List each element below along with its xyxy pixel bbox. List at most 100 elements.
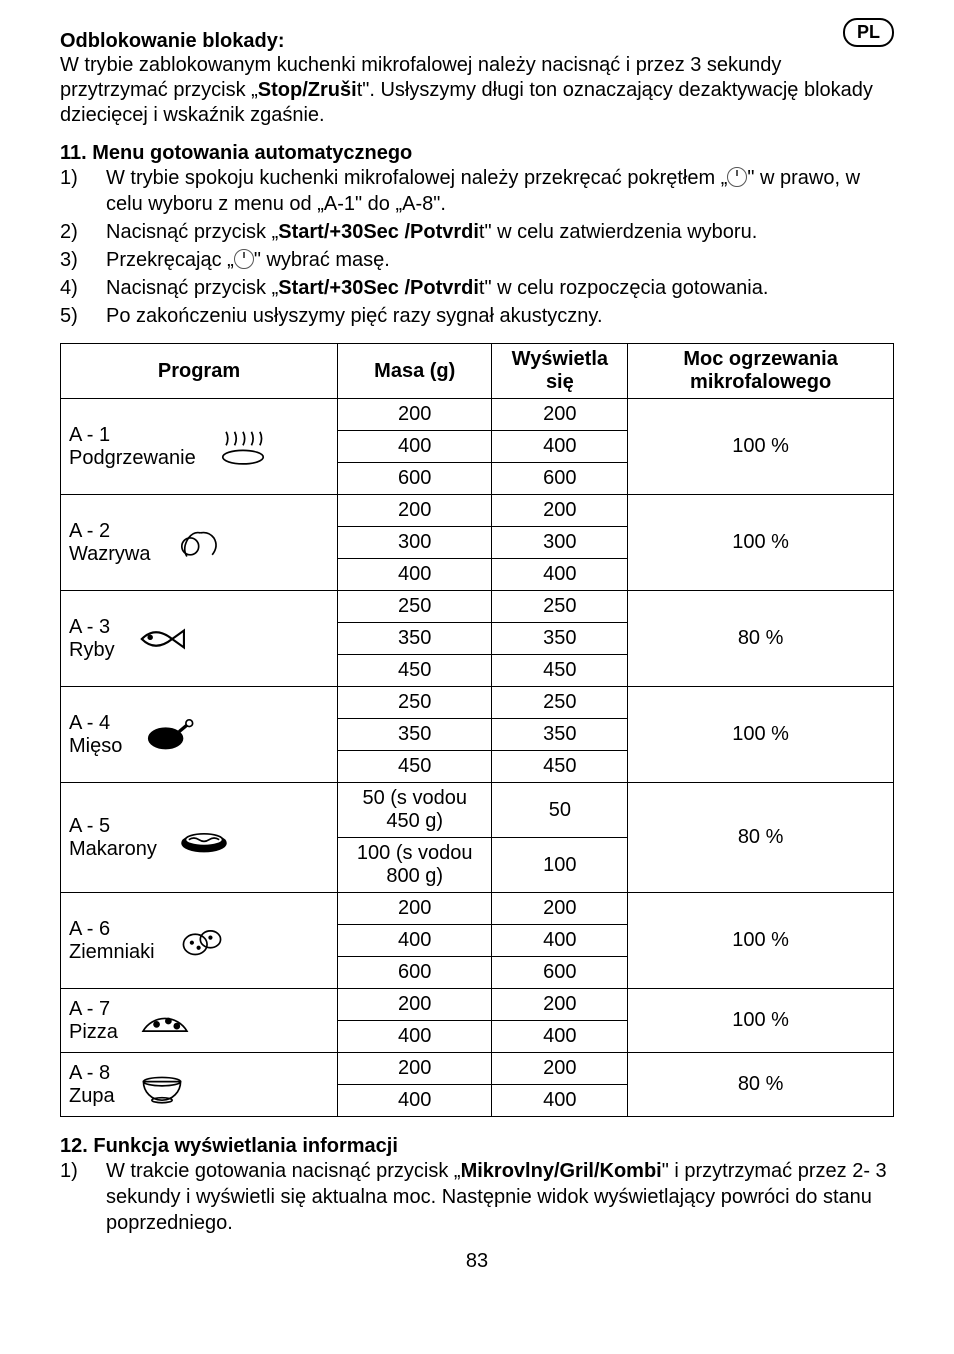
table-row: A - 3Ryby25025080 % xyxy=(61,591,894,623)
display-cell: 450 xyxy=(492,655,628,687)
mass-cell: 450 xyxy=(338,655,492,687)
mass-cell: 100 (s vodou 800 g) xyxy=(338,838,492,893)
display-cell: 450 xyxy=(492,751,628,783)
mass-cell: 300 xyxy=(338,527,492,559)
mass-cell: 250 xyxy=(338,591,492,623)
program-cell: A - 1Podgrzewanie xyxy=(61,399,338,495)
mass-cell: 400 xyxy=(338,559,492,591)
mass-cell: 450 xyxy=(338,751,492,783)
mass-cell: 400 xyxy=(338,925,492,957)
display-cell: 400 xyxy=(492,431,628,463)
display-cell: 200 xyxy=(492,1053,628,1085)
table-row: A - 4Mięso250250100 % xyxy=(61,687,894,719)
display-cell: 200 xyxy=(492,893,628,925)
power-cell: 80 % xyxy=(628,783,894,893)
display-cell: 200 xyxy=(492,399,628,431)
mass-cell: 400 xyxy=(338,1085,492,1117)
sec12-heading: 12. Funkcja wyświetlania informacji xyxy=(60,1135,894,1158)
mass-cell: 350 xyxy=(338,719,492,751)
program-label: A - 7Pizza xyxy=(69,998,118,1044)
table-row: A - 6Ziemniaki200200100 % xyxy=(61,893,894,925)
sec12-pre: W trakcie gotowania nacisnąć przycisk „ xyxy=(106,1160,461,1182)
meat-icon xyxy=(142,713,196,757)
display-cell: 400 xyxy=(492,1085,628,1117)
power-cell: 100 % xyxy=(628,495,894,591)
display-cell: 350 xyxy=(492,719,628,751)
sec12-list: 1) W trakcie gotowania nacisnąć przycisk… xyxy=(60,1158,894,1236)
sec12-bold: Mikrovlny/Gril/Kombi xyxy=(461,1160,662,1182)
list-number: 3) xyxy=(60,247,88,273)
list-text: W trybie spokoju kuchenki mikrofalowej n… xyxy=(106,165,894,217)
knob-icon xyxy=(234,249,254,269)
display-cell: 400 xyxy=(492,925,628,957)
pizza-icon xyxy=(138,999,192,1043)
page-number: 83 xyxy=(60,1250,894,1273)
power-cell: 80 % xyxy=(628,1053,894,1117)
program-cell: A - 5Makarony xyxy=(61,783,338,893)
list-number: 5) xyxy=(60,303,88,329)
unlock-text-bold: Stop/Zruši xyxy=(258,79,357,101)
table-row: A - 8Zupa20020080 % xyxy=(61,1053,894,1085)
program-cell: A - 7Pizza xyxy=(61,989,338,1053)
mass-cell: 50 (s vodou 450 g) xyxy=(338,783,492,838)
program-label: A - 3Ryby xyxy=(69,616,115,662)
display-cell: 200 xyxy=(492,989,628,1021)
power-cell: 100 % xyxy=(628,989,894,1053)
soup-icon xyxy=(135,1063,189,1107)
mass-cell: 200 xyxy=(338,989,492,1021)
sec12-text: W trakcie gotowania nacisnąć przycisk „M… xyxy=(106,1158,894,1236)
sec11-item: 4) Nacisnąć przycisk „Start/+30Sec /Potvr… xyxy=(60,275,894,301)
sec11-heading: 11. Menu gotowania automatycznego xyxy=(60,142,894,165)
display-cell: 50 xyxy=(492,783,628,838)
mass-cell: 400 xyxy=(338,431,492,463)
potato-icon xyxy=(175,919,229,963)
program-label: A - 2Wazrywa xyxy=(69,520,150,566)
list-text: Nacisnąć przycisk „Start/+30Sec /Potvrdi… xyxy=(106,219,894,245)
unlock-text: W trybie zablokowanym kuchenki mikrofalo… xyxy=(60,53,894,128)
display-cell: 400 xyxy=(492,1021,628,1053)
program-label: A - 1Podgrzewanie xyxy=(69,424,196,470)
table-row: A - 2Wazrywa200200100 % xyxy=(61,495,894,527)
display-cell: 100 xyxy=(492,838,628,893)
display-cell: 300 xyxy=(492,527,628,559)
language-badge: PL xyxy=(843,18,894,47)
table-row: A - 5Makarony50 (s vodou 450 g)5080 % xyxy=(61,783,894,838)
power-cell: 100 % xyxy=(628,687,894,783)
sec12-num: 1) xyxy=(60,1158,88,1236)
program-cell: A - 3Ryby xyxy=(61,591,338,687)
program-cell: A - 8Zupa xyxy=(61,1053,338,1117)
program-table: Program Masa (g) Wyświetla się Moc ogrze… xyxy=(60,343,894,1117)
program-label: A - 4Mięso xyxy=(69,712,122,758)
mass-cell: 600 xyxy=(338,957,492,989)
display-cell: 200 xyxy=(492,495,628,527)
mass-cell: 200 xyxy=(338,893,492,925)
display-cell: 350 xyxy=(492,623,628,655)
mass-cell: 200 xyxy=(338,1053,492,1085)
program-label: A - 6Ziemniaki xyxy=(69,918,155,964)
mass-cell: 200 xyxy=(338,495,492,527)
mass-cell: 350 xyxy=(338,623,492,655)
pasta-icon xyxy=(177,816,231,860)
table-row: A - 7Pizza200200100 % xyxy=(61,989,894,1021)
display-cell: 600 xyxy=(492,463,628,495)
mass-cell: 200 xyxy=(338,399,492,431)
veg-icon xyxy=(170,521,224,565)
fish-icon xyxy=(135,617,189,661)
program-cell: A - 6Ziemniaki xyxy=(61,893,338,989)
list-text: Nacisnąć przycisk „Start/+30Sec /Potvrdi… xyxy=(106,275,894,301)
sec11-list: 1)W trybie spokoju kuchenki mikrofalowej… xyxy=(60,165,894,329)
power-cell: 100 % xyxy=(628,399,894,495)
list-text: Po zakończeniu usłyszymy pięć razy sygna… xyxy=(106,303,894,329)
sec11-item: 5) Po zakończeniu usłyszymy pięć razy syg… xyxy=(60,303,894,329)
program-cell: A - 2Wazrywa xyxy=(61,495,338,591)
knob-icon xyxy=(727,167,747,187)
list-number: 4) xyxy=(60,275,88,301)
mass-cell: 600 xyxy=(338,463,492,495)
sec11-item: 1)W trybie spokoju kuchenki mikrofalowej… xyxy=(60,165,894,217)
mass-cell: 250 xyxy=(338,687,492,719)
list-text: Przekręcając „" wybrać masę. xyxy=(106,247,894,273)
display-cell: 250 xyxy=(492,591,628,623)
table-row: A - 1Podgrzewanie200200100 % xyxy=(61,399,894,431)
mass-cell: 400 xyxy=(338,1021,492,1053)
th-program: Program xyxy=(61,344,338,399)
